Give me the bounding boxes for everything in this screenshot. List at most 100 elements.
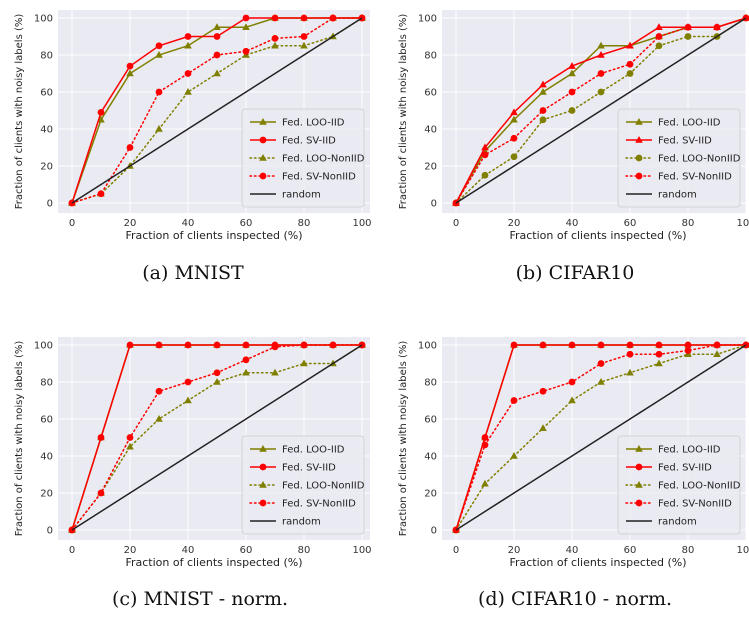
- y-axis-label: Fraction of clients with noisy labels (%…: [14, 14, 25, 210]
- legend: Fed. LOO-IID Fed. SV-IID Fed. LOO-NonIID Fe…: [617, 108, 741, 208]
- data-point: [155, 387, 163, 395]
- y-tick-label: 80: [424, 378, 437, 389]
- x-axis-label: Fraction of clients inspected (%): [125, 556, 302, 569]
- data-point: [713, 350, 721, 358]
- legend-marker: [635, 154, 643, 162]
- legend-label: Fed. SV-NonIID: [282, 499, 356, 510]
- legend-label: Fed. SV-NonIID: [658, 172, 732, 183]
- legend-marker: [259, 118, 267, 125]
- y-tick-label: 20: [40, 489, 53, 500]
- data-point: [97, 108, 105, 116]
- data-point: [126, 341, 134, 349]
- data-point: [213, 33, 221, 40]
- x-tick-label: 60: [240, 545, 253, 556]
- data-point: [300, 41, 308, 49]
- data-point: [568, 341, 576, 349]
- series-line-4: [71, 344, 363, 531]
- x-tick-label: 100: [352, 218, 371, 229]
- x-tick-label: 0: [69, 218, 75, 229]
- data-point: [568, 107, 576, 114]
- data-point: [655, 42, 663, 50]
- data-point: [626, 368, 634, 376]
- x-tick-label: 40: [566, 545, 579, 556]
- data-point: [597, 378, 605, 385]
- legend-box: [617, 108, 741, 208]
- x-tick-label: 60: [624, 545, 637, 556]
- y-tick-label: 0: [47, 526, 53, 537]
- legend-marker: [259, 499, 267, 507]
- legend-marker: [635, 172, 643, 180]
- data-point: [568, 88, 576, 96]
- data-point: [539, 387, 547, 395]
- chart-panel-3: 0 20 40 60 80 100 0 20 40 60 80 100 Fraction of clie…: [398, 337, 749, 569]
- data-point: [655, 341, 663, 349]
- data-point: [539, 341, 547, 349]
- data-point: [655, 23, 663, 31]
- x-tick-label: 60: [624, 218, 637, 229]
- data-point: [242, 14, 250, 22]
- x-tick-label: 20: [124, 545, 137, 556]
- data-point: [481, 479, 489, 487]
- data-point: [626, 41, 634, 49]
- legend-label: Fed. LOO-IID: [658, 445, 721, 456]
- legend-label: Fed. LOO-NonIID: [282, 154, 365, 165]
- x-tick-label: 80: [298, 545, 311, 556]
- data-point: [539, 107, 547, 114]
- y-tick-label: 100: [34, 341, 53, 352]
- legend-marker: [635, 463, 643, 471]
- data-point: [271, 14, 279, 22]
- y-tick-label: 80: [40, 51, 53, 62]
- series-line-2: [455, 344, 747, 531]
- y-tick-label: 20: [424, 162, 437, 173]
- series-line-4: [71, 17, 363, 204]
- x-tick-label: 40: [182, 545, 195, 556]
- y-tick-label: 40: [424, 452, 437, 463]
- legend-label: random: [658, 190, 697, 201]
- data-point: [213, 23, 221, 31]
- legend: Fed. LOO-IID Fed. SV-IID Fed. LOO-NonIID Fe…: [241, 108, 365, 208]
- legend-marker: [635, 136, 643, 143]
- legend-marker: [635, 118, 643, 125]
- legend-marker: [259, 445, 267, 452]
- y-axis-label: Fraction of clients with noisy labels (%…: [14, 341, 25, 537]
- data-point: [481, 143, 489, 151]
- data-point: [481, 151, 489, 159]
- data-point: [568, 69, 576, 77]
- data-point: [510, 397, 518, 404]
- data-point: [242, 23, 250, 31]
- data-point: [329, 341, 337, 349]
- data-point: [597, 51, 605, 58]
- data-point: [510, 108, 518, 116]
- x-axis-label: Fraction of clients inspected (%): [125, 229, 302, 242]
- legend-label: Fed. SV-IID: [658, 463, 712, 474]
- y-tick-label: 100: [34, 14, 53, 25]
- data-point: [539, 116, 547, 124]
- data-point: [213, 369, 221, 377]
- y-tick-label: 20: [424, 489, 437, 500]
- data-point: [597, 88, 605, 96]
- data-point: [684, 347, 692, 354]
- y-tick-label: 80: [40, 378, 53, 389]
- y-tick-label: 0: [431, 526, 437, 537]
- x-tick-label: 60: [240, 218, 253, 229]
- data-point: [271, 343, 279, 351]
- data-point: [510, 153, 518, 161]
- caption-c: (c) MNIST - norm.: [111, 588, 289, 610]
- x-tick-label: 40: [566, 218, 579, 229]
- x-tick-label: 80: [298, 218, 311, 229]
- data-point: [213, 51, 221, 59]
- data-point: [213, 341, 221, 349]
- x-tick-label: 20: [508, 218, 521, 229]
- data-point: [184, 33, 192, 40]
- legend-marker: [635, 481, 643, 488]
- data-point: [126, 434, 134, 441]
- legend-label: Fed. SV-NonIID: [282, 172, 356, 183]
- x-axis-label: Fraction of clients inspected (%): [509, 556, 686, 569]
- legend-label: Fed. SV-NonIID: [658, 499, 732, 510]
- x-tick-label: 80: [682, 545, 695, 556]
- x-tick-label: 20: [508, 545, 521, 556]
- legend-label: Fed. SV-IID: [282, 136, 336, 147]
- data-point: [155, 88, 163, 96]
- data-point: [684, 33, 692, 40]
- data-point: [597, 41, 605, 49]
